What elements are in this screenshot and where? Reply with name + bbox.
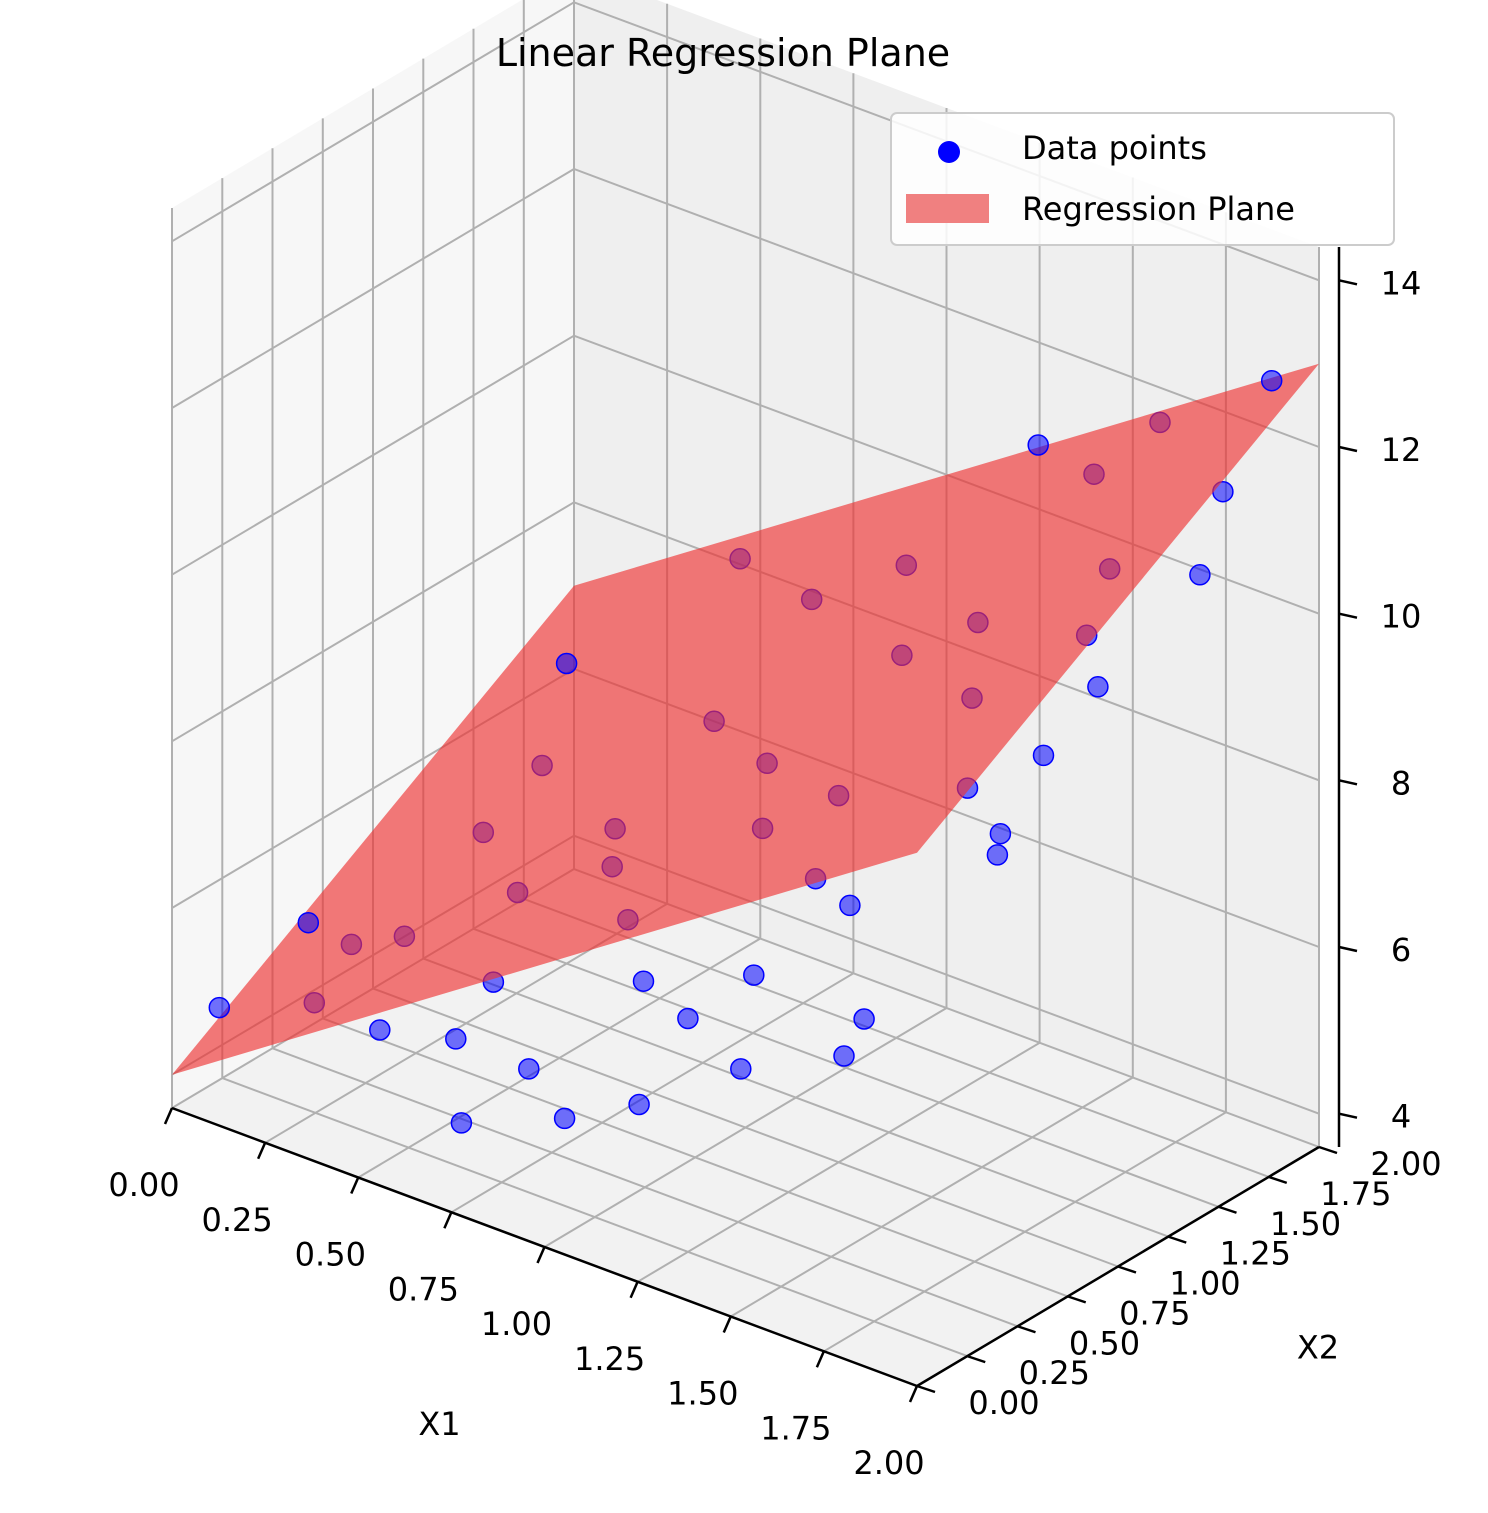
x-tick — [815, 1350, 826, 1368]
legend-label-data-points: Data points — [1022, 129, 1207, 167]
z-tick — [1338, 1112, 1358, 1119]
y-tick-label: 0.25 — [1019, 1354, 1090, 1392]
y-tick — [1318, 1145, 1338, 1155]
z-tick-label: 10 — [1381, 598, 1422, 636]
z-tick-label: 8 — [1391, 764, 1411, 802]
y-tick-label: 0.50 — [1069, 1324, 1140, 1362]
x-tick — [536, 1246, 546, 1264]
x-tick — [350, 1176, 360, 1195]
z-tick-label: 12 — [1381, 431, 1422, 469]
data-point — [555, 652, 578, 675]
y-tick — [916, 1384, 936, 1394]
x-tick — [629, 1281, 639, 1299]
z-tick-label: 6 — [1391, 931, 1411, 969]
data-point — [989, 822, 1012, 845]
grid-line-z-4 — [171, 167, 1320, 448]
legend: Data points Regression Plane — [890, 112, 1395, 246]
data-point — [1032, 744, 1055, 767]
data-point — [677, 1007, 699, 1030]
z-tick-label: 4 — [1391, 1098, 1411, 1136]
y-tick — [1117, 1265, 1137, 1274]
grid-line-y-2 — [271, 148, 1018, 1328]
data-point — [518, 1058, 540, 1080]
data-point — [986, 844, 1009, 866]
y-tick — [1167, 1235, 1187, 1244]
data-point — [369, 1019, 391, 1041]
y-tick — [1268, 1175, 1288, 1185]
y-tick-label: 1.00 — [1169, 1265, 1240, 1303]
data-point — [1027, 434, 1049, 456]
y-tick — [1017, 1325, 1036, 1334]
data-point — [1189, 564, 1211, 586]
z-tick — [1338, 279, 1358, 286]
data-point — [743, 964, 765, 986]
data-point — [450, 1112, 473, 1134]
y-tick-label: 2.00 — [1370, 1145, 1441, 1183]
y-tick — [1218, 1205, 1237, 1214]
data-point — [632, 970, 655, 992]
x-tick-label: 0.00 — [108, 1166, 179, 1204]
axes: 0.000.250.500.751.001.251.501.752.000.00… — [108, 247, 1442, 1482]
y-tick-label: 1.25 — [1220, 1235, 1291, 1273]
data-point — [553, 1107, 576, 1130]
data-point — [297, 911, 320, 934]
legend-box — [890, 112, 1395, 246]
x-tick — [443, 1211, 453, 1229]
x-tick — [256, 1142, 267, 1160]
x-tick-label: 1.50 — [667, 1375, 738, 1413]
x-tick — [163, 1107, 174, 1125]
x-tick-label: 0.75 — [388, 1270, 459, 1308]
data-marks — [172, 363, 1319, 1134]
legend-label-regression-plane: Regression Plane — [1022, 190, 1295, 228]
y-tick — [1067, 1295, 1087, 1304]
x-tick — [908, 1385, 919, 1403]
y-tick-label: 0.75 — [1119, 1294, 1190, 1332]
x-tick-label: 1.75 — [760, 1409, 831, 1447]
y-tick — [966, 1354, 986, 1364]
z-tick — [1338, 612, 1358, 619]
data-point — [833, 1045, 855, 1067]
data-point — [1087, 676, 1109, 698]
regression-plane — [172, 363, 1319, 1075]
data-point — [730, 1058, 752, 1080]
x-axis-label: X1 — [418, 1405, 460, 1443]
data-point — [839, 894, 861, 917]
data-point — [445, 1028, 467, 1050]
z-tick — [1338, 779, 1358, 786]
legend-marker-data-points — [938, 141, 960, 163]
chart-title: Linear Regression Plane — [496, 31, 950, 75]
x-tick-label: 0.25 — [201, 1201, 272, 1239]
z-tick-label: 14 — [1381, 264, 1422, 302]
data-point — [1260, 369, 1283, 392]
data-point — [208, 996, 231, 1019]
data-point — [628, 1093, 650, 1116]
y-axis-label: X2 — [1297, 1329, 1339, 1367]
z-tick — [1338, 945, 1358, 953]
x-tick-label: 0.50 — [295, 1236, 366, 1274]
x-tick-label: 2.00 — [853, 1444, 924, 1482]
y-tick-label: 1.50 — [1270, 1205, 1341, 1243]
x-tick-label: 1.00 — [481, 1305, 552, 1343]
z-tick — [1338, 445, 1358, 453]
legend-patch-regression-plane — [906, 194, 989, 223]
x-tick-label: 1.25 — [574, 1340, 645, 1378]
data-point — [853, 1008, 875, 1030]
x-tick — [722, 1315, 732, 1334]
y-tick-label: 1.75 — [1320, 1175, 1391, 1213]
grid-line-y-1 — [221, 178, 968, 1358]
y-tick-label: 0.00 — [968, 1384, 1039, 1422]
grid-line-z-2 — [171, 501, 1320, 782]
